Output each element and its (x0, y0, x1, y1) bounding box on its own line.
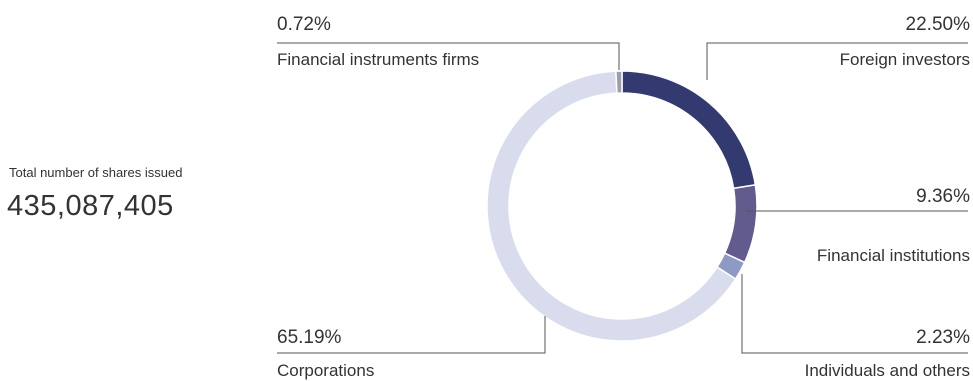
slice-foreign-investors (621, 70, 757, 190)
leader-line-financial-instruments-firms (277, 42, 620, 70)
slice-label-foreign-investors-pct: 22.50% (905, 14, 970, 35)
leader-line-individuals-and-others (741, 274, 968, 354)
slice-label-corporations-pct: 65.19% (277, 327, 342, 348)
slice-label-financial-instruments-firms-pct: 0.72% (277, 14, 331, 35)
slice-label-individuals-pct: 2.23% (916, 327, 970, 348)
slice-label-financial-institutions-name: Financial institutions (816, 246, 970, 265)
slice-label-foreign-investors-name: Foreign investors (839, 50, 970, 69)
leader-line-foreign-investors (706, 42, 968, 80)
slice-label-corporations-name: Corporations (277, 361, 375, 380)
total-shares-caption: Total number of shares issued (9, 165, 183, 180)
slice-financial-instruments-firms (615, 70, 623, 94)
total-shares-value: 435,087,405 (7, 190, 174, 222)
slice-label-financial-institutions-pct: 9.36% (916, 186, 970, 207)
slice-corporations (486, 70, 737, 342)
slice-financial-institutions (723, 184, 758, 264)
slice-label-individuals-name: Individuals and others (804, 361, 970, 380)
slice-label-financial-instruments-firms-name: Financial instruments firms (277, 50, 480, 69)
leader-line-corporations (277, 316, 546, 354)
